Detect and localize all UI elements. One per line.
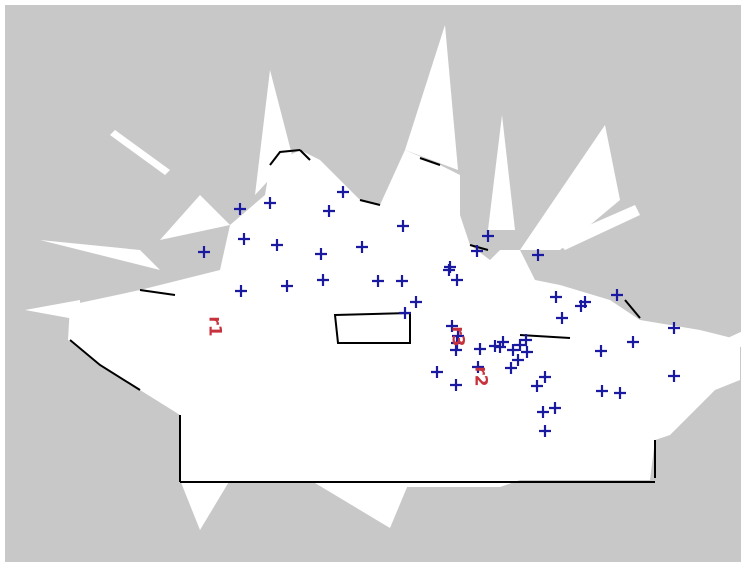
plus-marker	[399, 307, 411, 319]
plus-marker	[451, 274, 463, 286]
plus-marker	[315, 248, 327, 260]
plus-marker	[520, 334, 532, 346]
plus-marker	[317, 274, 329, 286]
plus-marker	[532, 249, 544, 261]
plus-marker	[539, 371, 551, 383]
plus-marker	[281, 280, 293, 292]
plus-marker	[198, 246, 210, 258]
robot-label-r1: r1	[204, 316, 225, 337]
plus-marker	[507, 344, 519, 356]
robot-label-r3: r3	[447, 326, 468, 347]
plus-marker	[668, 322, 680, 334]
plus-marker	[521, 346, 533, 358]
plus-marker	[451, 337, 463, 349]
plus-marker	[531, 380, 543, 392]
plus-marker	[595, 345, 607, 357]
plus-marker	[264, 197, 276, 209]
plus-marker	[450, 379, 462, 391]
plus-marker	[431, 366, 443, 378]
plus-marker	[356, 241, 368, 253]
plus-marker	[575, 300, 587, 312]
plus-marker	[596, 385, 608, 397]
plus-marker	[410, 296, 422, 308]
plus-marker	[537, 406, 549, 418]
plus-marker	[556, 312, 568, 324]
plus-marker	[323, 205, 335, 217]
plus-marker	[238, 233, 250, 245]
plus-marker	[372, 275, 384, 287]
plus-marker	[539, 425, 551, 437]
plus-marker	[512, 354, 524, 366]
plus-marker	[471, 245, 483, 257]
plus-marker	[505, 362, 517, 374]
plus-marker	[446, 320, 458, 332]
plus-marker	[474, 343, 486, 355]
robot-label-r2: r2	[470, 366, 491, 387]
plus-marker	[235, 285, 247, 297]
plus-marker	[489, 340, 501, 352]
plus-marker	[482, 230, 494, 242]
plus-marker	[472, 361, 484, 373]
plus-marker	[611, 289, 623, 301]
plus-marker	[443, 264, 455, 276]
plus-marker	[614, 387, 626, 399]
plus-marker	[337, 186, 349, 198]
plus-marker	[668, 370, 680, 382]
plus-marker	[271, 239, 283, 251]
plus-marker	[234, 203, 246, 215]
plus-marker	[397, 220, 409, 232]
plus-marker	[550, 291, 562, 303]
markers	[198, 186, 680, 437]
plus-marker	[549, 402, 561, 414]
plus-marker	[396, 275, 408, 287]
obstacles	[69, 149, 656, 483]
plus-marker	[627, 336, 639, 348]
plus-marker	[497, 336, 509, 348]
